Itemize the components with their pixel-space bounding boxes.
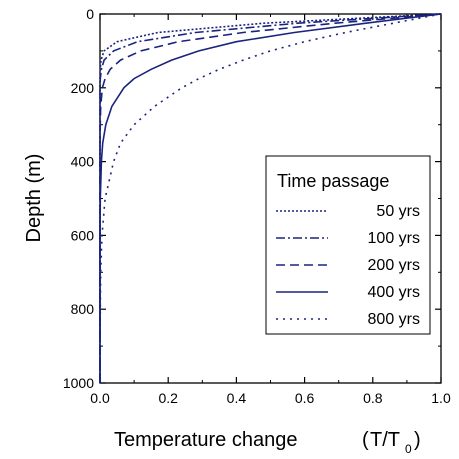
y-tick-label: 400 [71,154,95,170]
legend-label: 200 yrs [368,257,420,274]
legend-label: 50 yrs [376,203,420,220]
legend-title: Time passage [277,171,389,191]
y-axis-label: Depth (m) [23,154,45,243]
axis-ticks: 0.0 0.2 0.4 0.6 0.8 1.0 0 200 400 600 800 1000 [63,6,451,406]
legend-entries: 50 yrs 100 yrs 200 yrs 400 yrs 800 yrs [276,203,420,328]
x-axis-paren-open: ( [362,429,369,451]
legend-box [265,155,431,335]
x-tick-label: 0.2 [158,390,178,406]
legend: Time passage 50 yrs 100 yrs 200 yrs 400 yrs… [265,155,431,335]
y-tick-label: 1000 [63,375,94,391]
x-tick-label: 0.4 [227,390,247,406]
series-line [99,13,442,383]
x-axis-paren-close: ) [414,429,421,451]
legend-label: 100 yrs [368,230,420,247]
x-tick-label: 0.6 [295,390,315,406]
y-tick-label: 600 [71,227,95,243]
series-line [99,13,442,383]
legend-label: 800 yrs [368,311,420,328]
legend-label: 400 yrs [368,284,420,301]
x-axis-label-text: Temperature change [114,429,297,451]
x-axis-unit: T/T [370,429,400,451]
x-axis-label: Temperature change ( T/T 0 ) [114,429,421,456]
x-tick-label: 1.0 [431,390,451,406]
x-tick-label: 0.8 [363,390,383,406]
y-tick-label: 800 [71,301,95,317]
y-tick-label: 200 [71,80,95,96]
x-tick-label: 0.0 [90,390,110,406]
y-tick-label: 0 [86,6,94,22]
series-lines [99,13,442,383]
x-axis-unit-subscript: 0 [405,442,412,456]
